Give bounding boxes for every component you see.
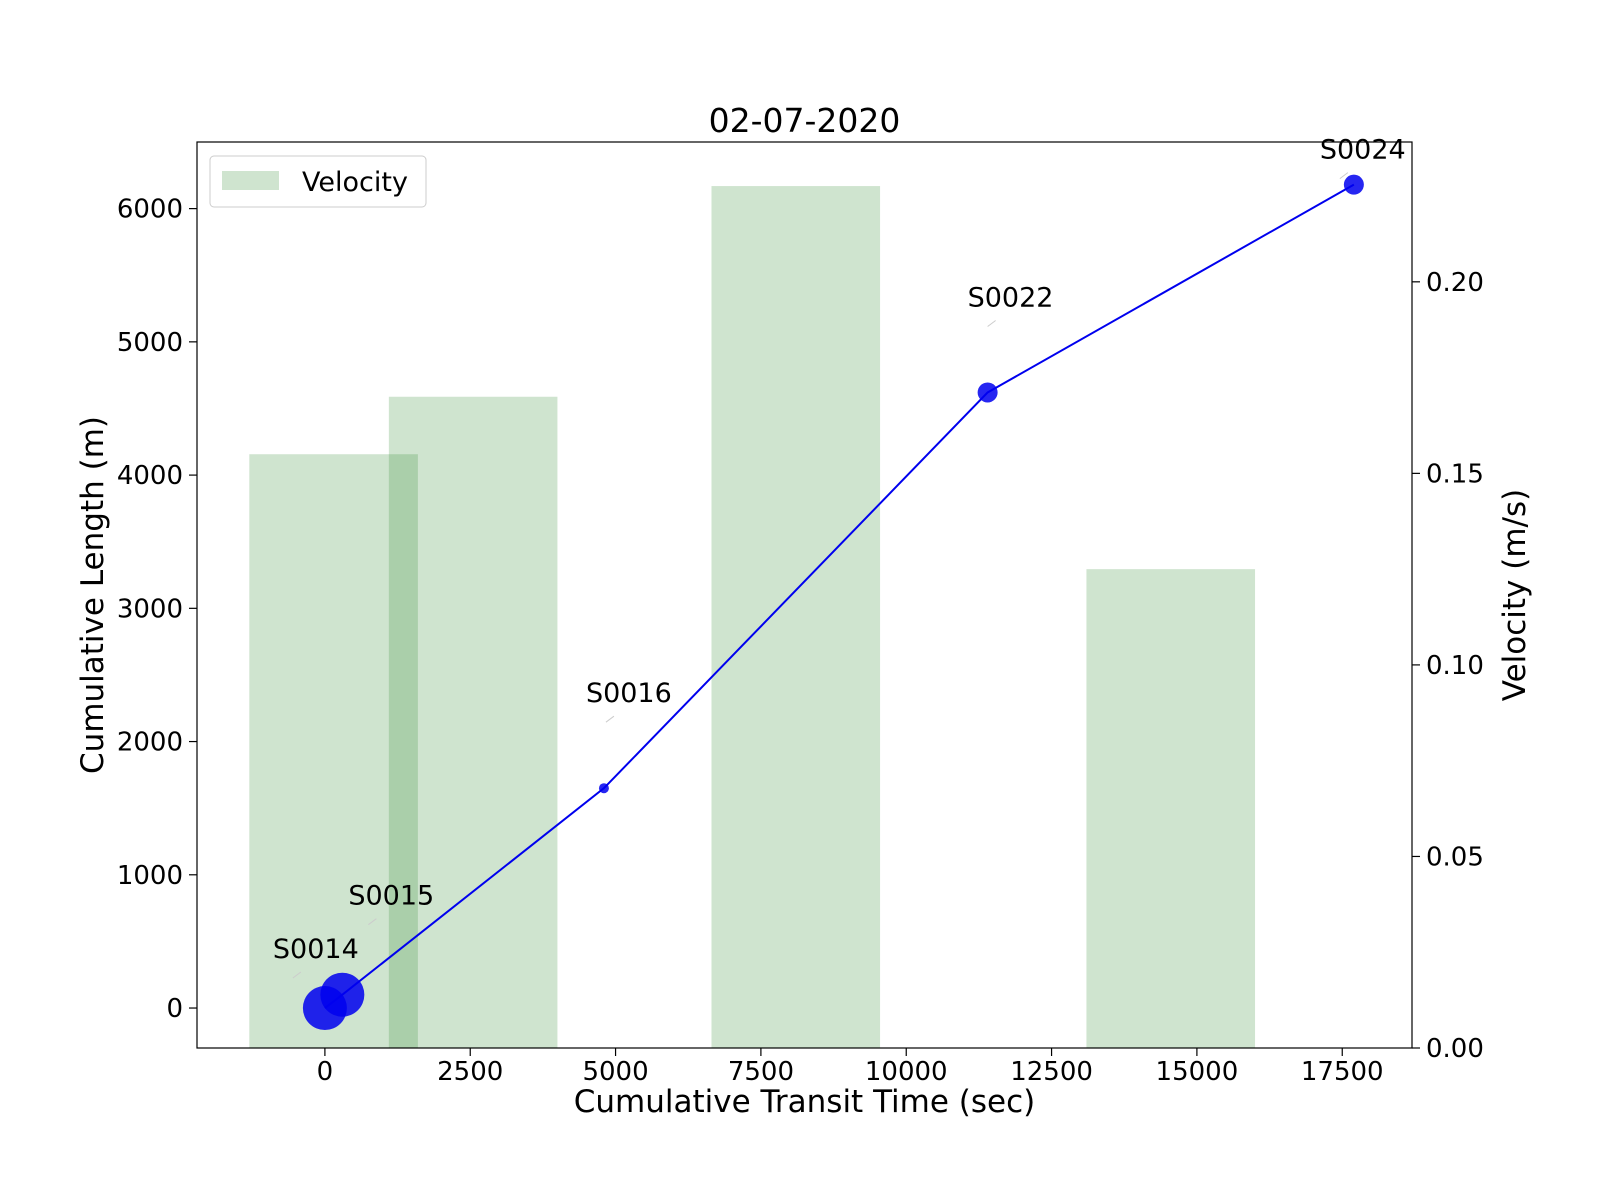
velocity-bar — [1086, 569, 1256, 1048]
label-leader — [1339, 172, 1349, 180]
x-tick-label: 15000 — [1156, 1057, 1239, 1087]
data-point — [598, 783, 609, 794]
y-right-tick-label: 0.20 — [1426, 268, 1484, 298]
x-tick-label: 10000 — [865, 1057, 948, 1087]
velocity-bar — [249, 454, 418, 1048]
y-left-tick-label: 0 — [166, 994, 183, 1024]
y-right-tick-label: 0.15 — [1426, 459, 1484, 489]
point-label: S0022 — [968, 282, 1054, 313]
plot-frame — [196, 141, 1413, 1049]
y-right-axis-label: Velocity (m/s) — [1497, 489, 1533, 701]
x-tick-label: 2500 — [437, 1057, 503, 1087]
point-label: S0016 — [586, 678, 672, 709]
y-left-tick-label: 1000 — [117, 861, 183, 891]
label-leader — [368, 918, 377, 926]
data-point — [977, 382, 998, 403]
y-right-tick-label: 0.00 — [1426, 1034, 1484, 1064]
y-right-tick-label: 0.10 — [1426, 651, 1484, 681]
y-right-tick-label: 0.05 — [1426, 842, 1484, 872]
y-left-tick-label: 3000 — [117, 594, 183, 624]
velocity-bar — [388, 396, 558, 1048]
y-left-tick-label: 2000 — [117, 728, 183, 758]
label-leader — [292, 971, 302, 979]
label-leader — [605, 715, 615, 723]
x-tick-label: 12500 — [1010, 1057, 1093, 1087]
y-left-tick-label: 5000 — [117, 328, 183, 358]
x-tick-label: 17500 — [1301, 1057, 1384, 1087]
legend-swatch — [222, 171, 279, 190]
data-point — [1343, 174, 1364, 195]
y-left-tick-label: 6000 — [117, 195, 183, 225]
x-tick-label: 0 — [317, 1057, 334, 1087]
legend-box — [209, 155, 427, 208]
point-label: S0024 — [1320, 135, 1406, 166]
y-left-axis-label: Cumulative Length (m) — [75, 416, 111, 774]
point-label: S0015 — [348, 881, 434, 912]
chart-title: 02-07-2020 — [709, 101, 901, 140]
point-label: S0014 — [273, 934, 359, 965]
velocity-bar — [711, 186, 881, 1049]
x-tick-label: 7500 — [728, 1057, 794, 1087]
x-tick-label: 5000 — [582, 1057, 648, 1087]
y-left-tick-label: 4000 — [117, 461, 183, 491]
x-axis-label: Cumulative Transit Time (sec) — [574, 1084, 1036, 1120]
data-point — [320, 972, 365, 1017]
label-leader — [987, 320, 996, 327]
legend-label: Velocity — [302, 167, 408, 198]
